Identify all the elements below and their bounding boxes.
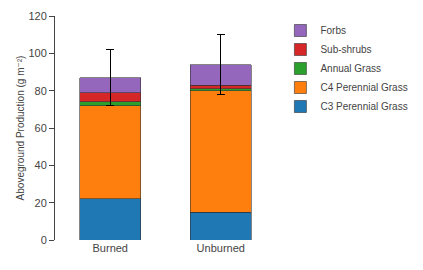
svg-text:40: 40 — [35, 159, 47, 171]
svg-text:Aboveground Production (g m⁻²): Aboveground Production (g m⁻²) — [15, 56, 26, 201]
svg-text:Sub-shrubs: Sub-shrubs — [320, 44, 371, 55]
svg-text:Forbs: Forbs — [320, 25, 346, 36]
svg-text:120: 120 — [28, 10, 46, 22]
svg-text:C4 Perennial Grass: C4 Perennial Grass — [320, 82, 407, 93]
svg-text:60: 60 — [35, 122, 47, 134]
svg-text:C3 Perennial Grass: C3 Perennial Grass — [320, 101, 407, 112]
svg-text:20: 20 — [35, 197, 47, 209]
svg-text:Annual Grass: Annual Grass — [320, 63, 381, 74]
svg-text:Burned: Burned — [93, 242, 128, 254]
svg-text:80: 80 — [35, 85, 47, 97]
svg-text:0: 0 — [41, 234, 47, 246]
svg-text:Unburned: Unburned — [197, 242, 245, 254]
svg-text:100: 100 — [28, 47, 46, 59]
